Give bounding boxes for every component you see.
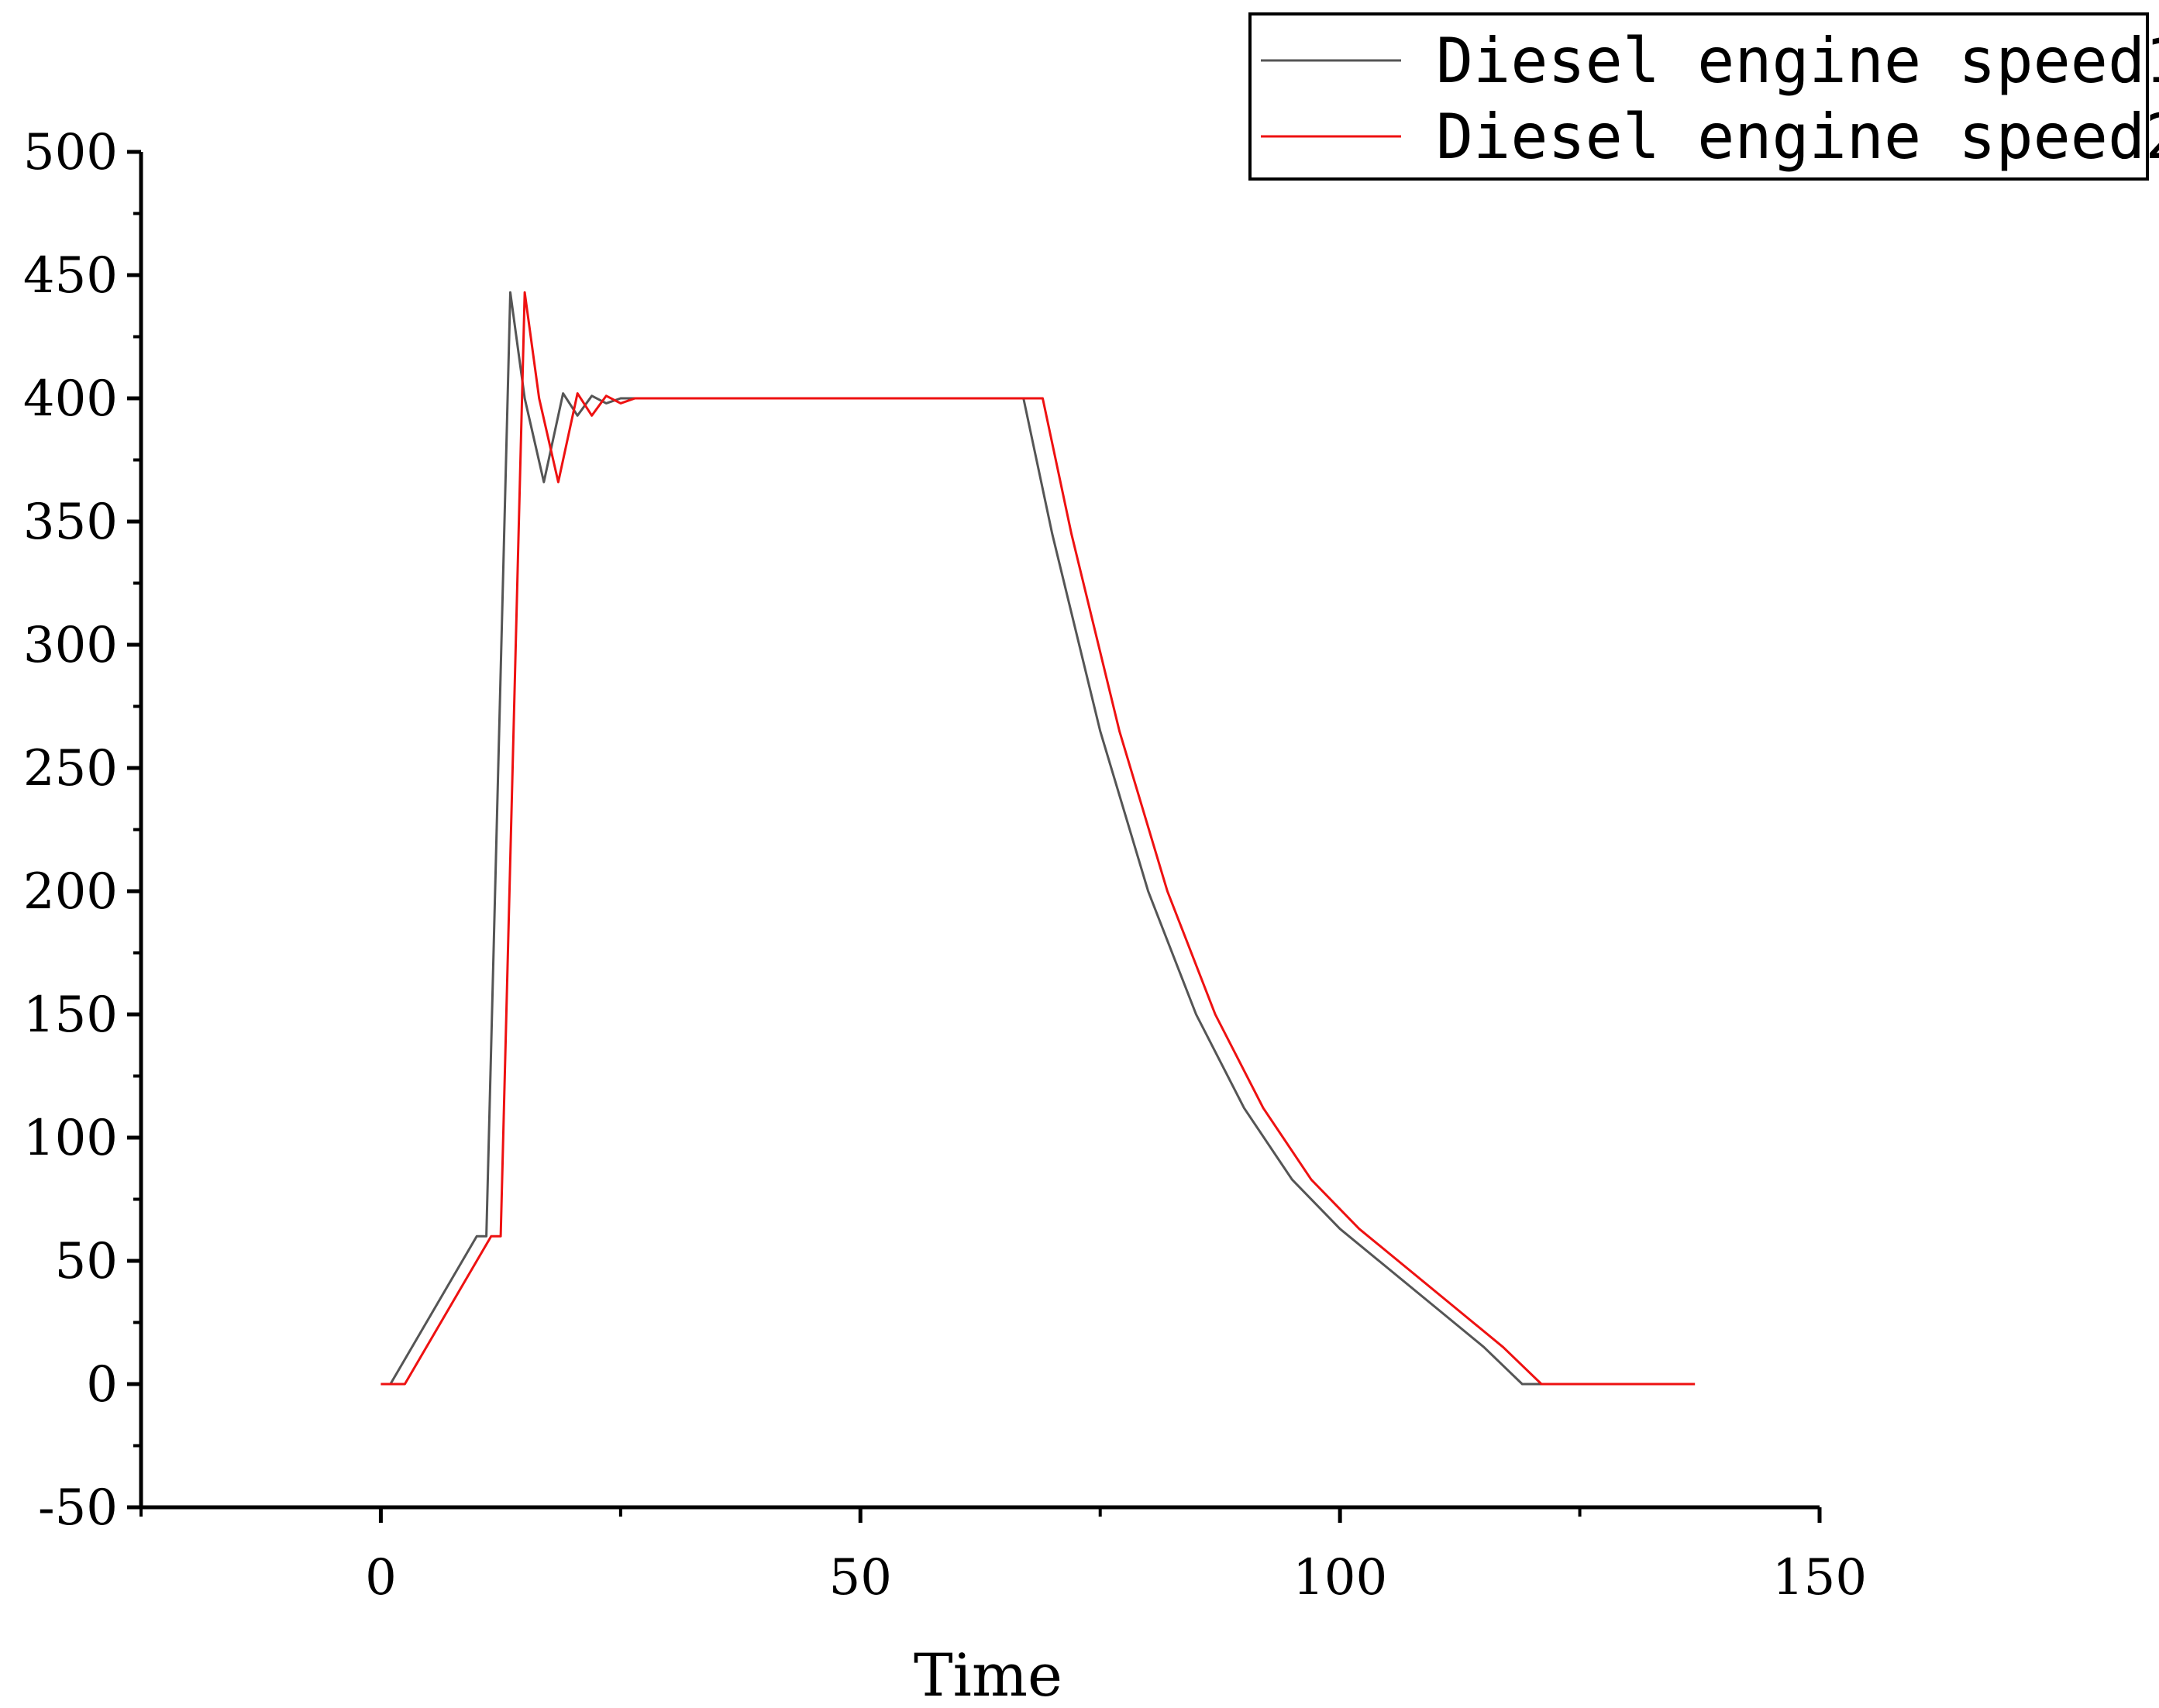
y-axis-ticks: -50 0 50 100 150 200 250 300 350 400 450 500 (23, 124, 141, 1537)
legend-label-2: Diesel engine speed2 (1436, 101, 2159, 173)
x-tick-label: 50 (829, 1549, 892, 1606)
x-tick-label: 150 (1772, 1549, 1867, 1606)
y-tick-label: 450 (23, 247, 118, 305)
legend-label-1: Diesel engine speed1 (1436, 25, 2159, 97)
series-line-1 (389, 291, 1696, 1386)
x-axis-title: Time (914, 1641, 1062, 1708)
x-axis-ticks: 0 50 100 150 (139, 1507, 1867, 1606)
y-tick-label: 150 (23, 987, 118, 1044)
y-tick-label: 50 (55, 1233, 118, 1290)
y-tick-label: 200 (23, 863, 118, 921)
y-tick-label: 400 (23, 370, 118, 428)
y-tick-label: 500 (23, 124, 118, 181)
y-tick-label: 300 (23, 617, 118, 674)
y-tick-label: 250 (23, 740, 118, 797)
axes (139, 152, 1820, 1510)
y-tick-label: 0 (86, 1356, 118, 1414)
series-line-2 (380, 291, 1696, 1386)
x-tick-label: 100 (1293, 1549, 1387, 1606)
y-tick-label: 100 (23, 1110, 118, 1167)
y-tick-label: -50 (38, 1479, 118, 1537)
series-lines (380, 291, 1696, 1386)
y-tick-label: 350 (23, 494, 118, 551)
x-tick-label: 0 (365, 1549, 397, 1606)
legend-box (1248, 12, 2149, 181)
